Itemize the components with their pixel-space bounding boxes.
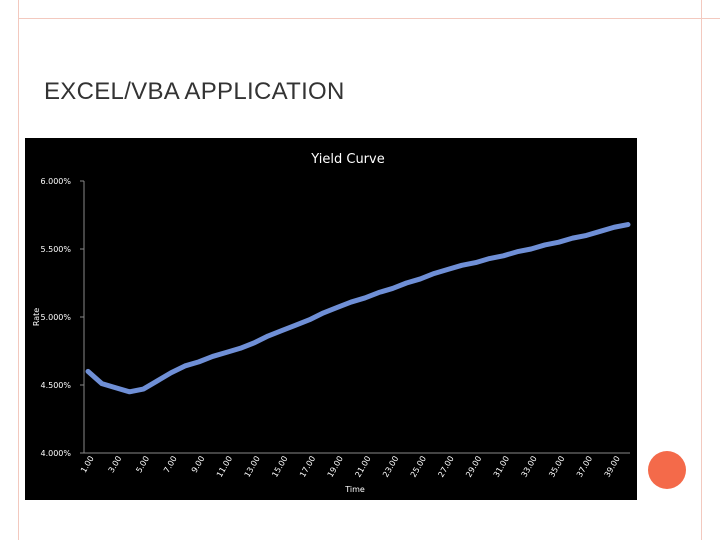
y-tick-label: 6.000% bbox=[40, 177, 71, 186]
series-group bbox=[85, 222, 631, 395]
x-tick-label: 19.00 bbox=[326, 455, 345, 479]
yield-curve-chart: Yield Curve Rate Time 4.000% 4.500% 5.000%… bbox=[32, 152, 631, 494]
y-tick-label: 4.000% bbox=[40, 449, 71, 458]
x-tick-label: 3.00 bbox=[107, 455, 124, 475]
accent-circle bbox=[648, 451, 686, 489]
chart-frame: Yield Curve Rate Time 4.000% 4.500% 5.000%… bbox=[25, 138, 637, 500]
y-axis-label: Rate bbox=[32, 308, 41, 326]
slide-title: EXCEL/VBA APPLICATION bbox=[44, 78, 345, 105]
x-tick-label: 35.00 bbox=[547, 455, 566, 479]
x-tick-label: 27.00 bbox=[436, 455, 455, 479]
x-tick-label: 7.00 bbox=[162, 455, 179, 475]
slide-top-border bbox=[18, 0, 720, 19]
x-tick-label: 37.00 bbox=[575, 455, 594, 479]
x-tick-label: 13.00 bbox=[243, 455, 262, 479]
x-tick-label: 1.00 bbox=[79, 455, 96, 475]
slide-left-border bbox=[0, 0, 19, 540]
x-tick-label: 33.00 bbox=[520, 455, 539, 479]
y-tick-label: 5.000% bbox=[40, 313, 71, 322]
series-line bbox=[85, 222, 631, 395]
slide-right-border bbox=[701, 0, 720, 540]
y-tick-group: 4.000% 4.500% 5.000% 5.500% 6.000% bbox=[40, 177, 84, 458]
x-tick-label: 25.00 bbox=[409, 455, 428, 479]
x-tick-label: 15.00 bbox=[270, 455, 289, 479]
x-axis-label: Time bbox=[344, 485, 365, 494]
x-tick-label: 23.00 bbox=[381, 455, 400, 479]
x-tick-label: 39.00 bbox=[603, 455, 622, 479]
x-tick-group: 1.00 3.00 5.00 7.00 9.00 11.00 13.00 15.00 17.00… bbox=[79, 455, 622, 479]
x-tick-label: 17.00 bbox=[298, 455, 317, 479]
x-tick-label: 11.00 bbox=[215, 455, 234, 479]
y-tick-label: 5.500% bbox=[40, 245, 71, 254]
x-tick-label: 31.00 bbox=[492, 455, 511, 479]
chart-title: Yield Curve bbox=[310, 152, 384, 167]
x-tick-label: 5.00 bbox=[134, 455, 151, 475]
x-tick-label: 9.00 bbox=[190, 455, 207, 475]
y-tick-label: 4.500% bbox=[40, 381, 71, 390]
x-tick-label: 29.00 bbox=[464, 455, 483, 479]
x-tick-label: 21.00 bbox=[353, 455, 372, 479]
